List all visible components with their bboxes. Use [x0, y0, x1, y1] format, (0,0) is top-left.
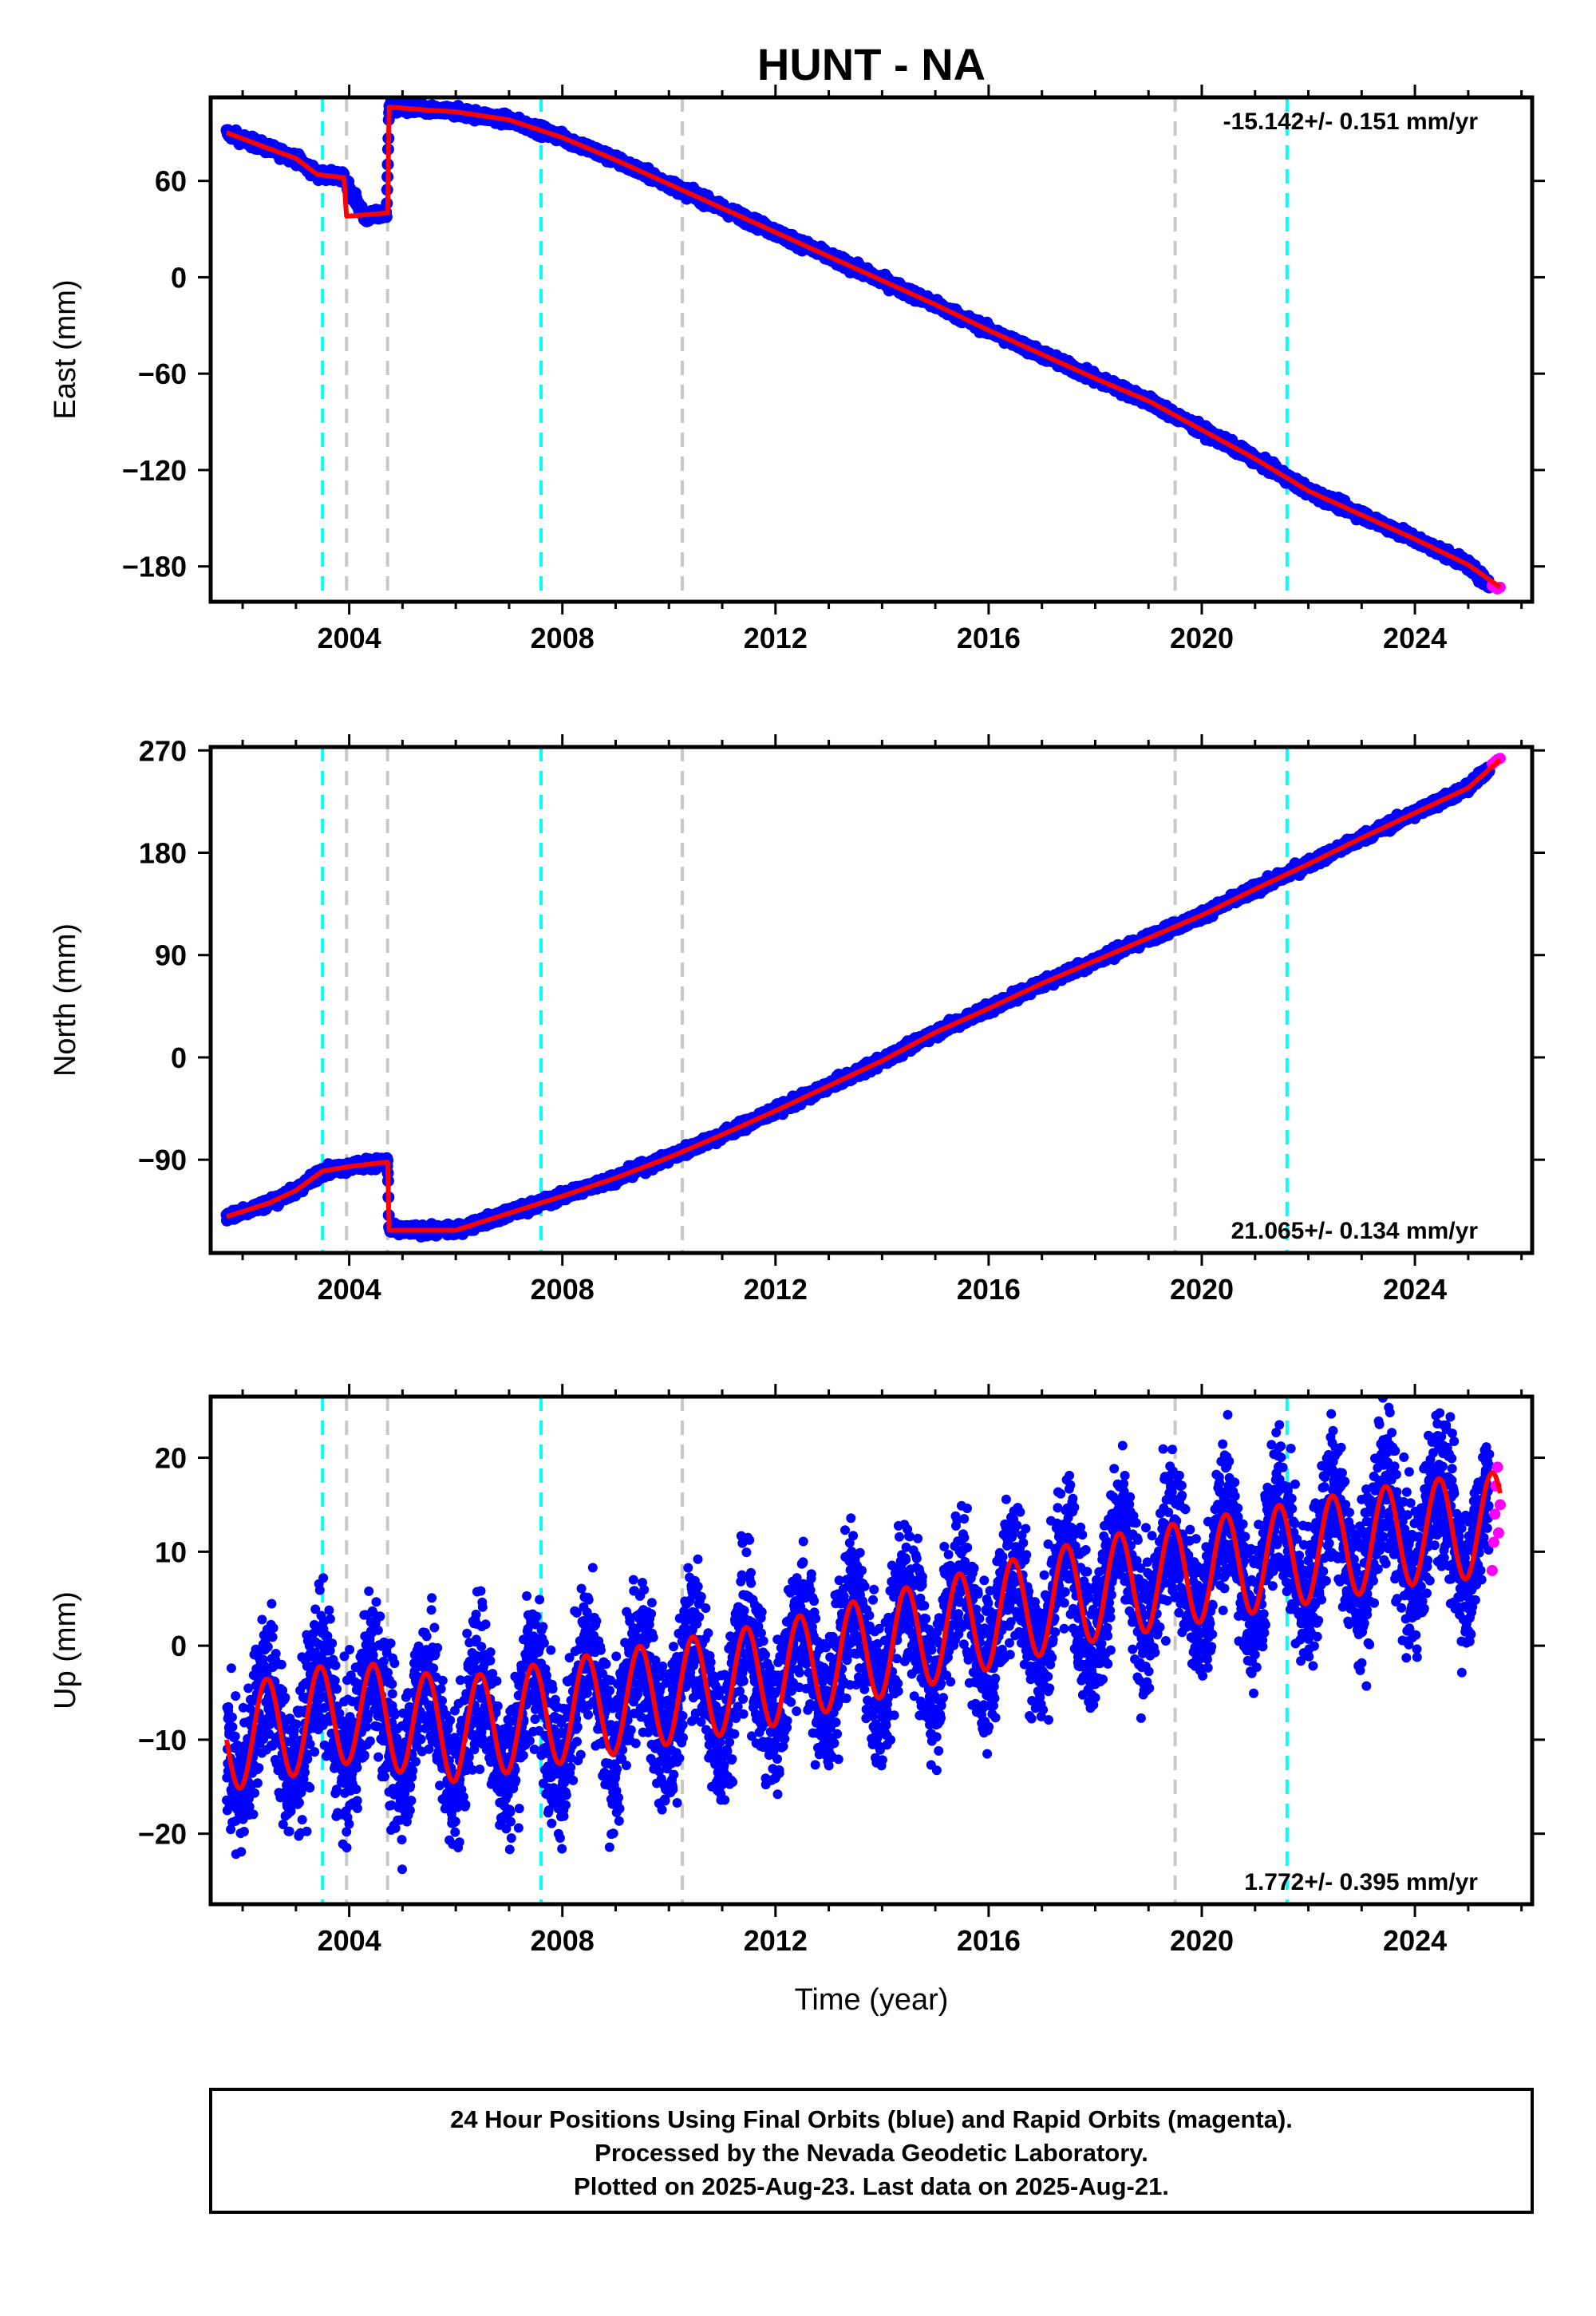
- plot-area-east: [220, 97, 1506, 602]
- figure-title: HUNT - NA: [757, 39, 986, 89]
- y-tick-label: −60: [138, 358, 187, 390]
- x-tick-label: 2024: [1383, 622, 1447, 654]
- rate-label: -15.142+/- 0.151 mm/yr: [1223, 109, 1479, 135]
- y-tick-label: −120: [122, 454, 187, 487]
- y-tick-label: −180: [122, 551, 187, 583]
- y-tick-label: 0: [171, 261, 187, 294]
- x-tick-label: 2008: [531, 622, 595, 654]
- x-tick-label: 2012: [744, 622, 808, 654]
- y-axis-label: East (mm): [49, 279, 82, 419]
- x-tick-label: 2020: [1170, 622, 1234, 654]
- panel-east: 2004 2008 2012 2016 2020 2024 60 0 −60 −120 −180 Ea…: [49, 85, 1545, 654]
- x-tick-label: 2004: [318, 622, 381, 654]
- x-tick-label: 2016: [957, 622, 1021, 654]
- y-tick-label: 60: [155, 165, 187, 198]
- panels: 2004 2008 2012 2016 2020 2024 60 0 −60 −120 −180 Ea…: [49, 85, 1545, 1957]
